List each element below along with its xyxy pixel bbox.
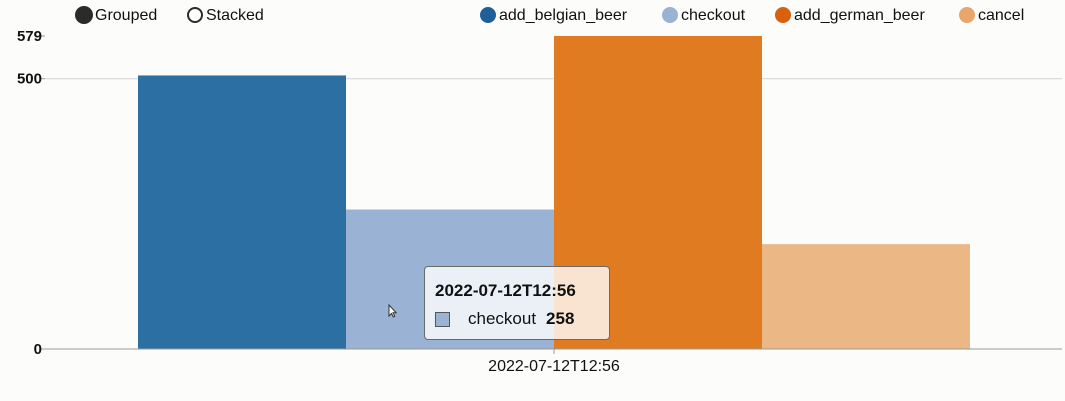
mouse-pointer-icon xyxy=(388,304,397,318)
legend-label[interactable]: cancel xyxy=(978,7,1024,24)
tooltip-swatch-icon xyxy=(435,311,450,327)
tooltip-title: 2022-07-12T12:56 xyxy=(435,281,576,300)
legend-item-add_belgian_beer[interactable]: add_belgian_beer xyxy=(480,7,628,24)
grouped-label[interactable]: Grouped xyxy=(95,7,157,24)
grouped-radio-filled-icon[interactable] xyxy=(75,6,93,24)
tooltip-row: checkout 258 xyxy=(435,309,599,329)
tooltip: 2022-07-12T12:56 checkout 258 xyxy=(424,266,610,340)
tooltip-series-label: checkout xyxy=(468,309,537,328)
y-tick-label-2: 579 xyxy=(17,28,42,45)
legend-marker-icon[interactable] xyxy=(959,7,975,23)
bar-add_belgian_beer[interactable] xyxy=(138,75,346,350)
legend-marker-icon[interactable] xyxy=(662,7,678,23)
stacked-radio-empty-icon[interactable] xyxy=(187,7,203,23)
y-tick-label-0: 0 xyxy=(34,341,42,358)
legend-layer: add_belgian_beer checkout add_german_beer c… xyxy=(480,7,1024,24)
legend-marker-icon[interactable] xyxy=(775,7,791,23)
legend-item-add_german_beer[interactable]: add_german_beer xyxy=(775,7,925,24)
grouped-toggle[interactable]: Grouped xyxy=(75,6,157,24)
legend-item-checkout[interactable]: checkout xyxy=(662,7,746,24)
legend-marker-icon[interactable] xyxy=(480,7,496,23)
legend-label[interactable]: add_belgian_beer xyxy=(499,7,628,24)
bar-cancel[interactable] xyxy=(762,244,970,349)
legend-label[interactable]: checkout xyxy=(681,7,746,24)
legend-label[interactable]: add_german_beer xyxy=(794,7,925,24)
y-tick-label-1: 500 xyxy=(17,71,42,88)
legend-item-cancel[interactable]: cancel xyxy=(959,7,1024,24)
tooltip-value: 258 xyxy=(546,309,575,328)
x-tick-label: 2022-07-12T12:56 xyxy=(488,358,620,375)
stacked-label[interactable]: Stacked xyxy=(206,7,264,24)
stacked-toggle[interactable]: Stacked xyxy=(187,7,264,24)
axis-layer: 0 500 579 2022-07-12T12:56 xyxy=(17,28,1062,375)
